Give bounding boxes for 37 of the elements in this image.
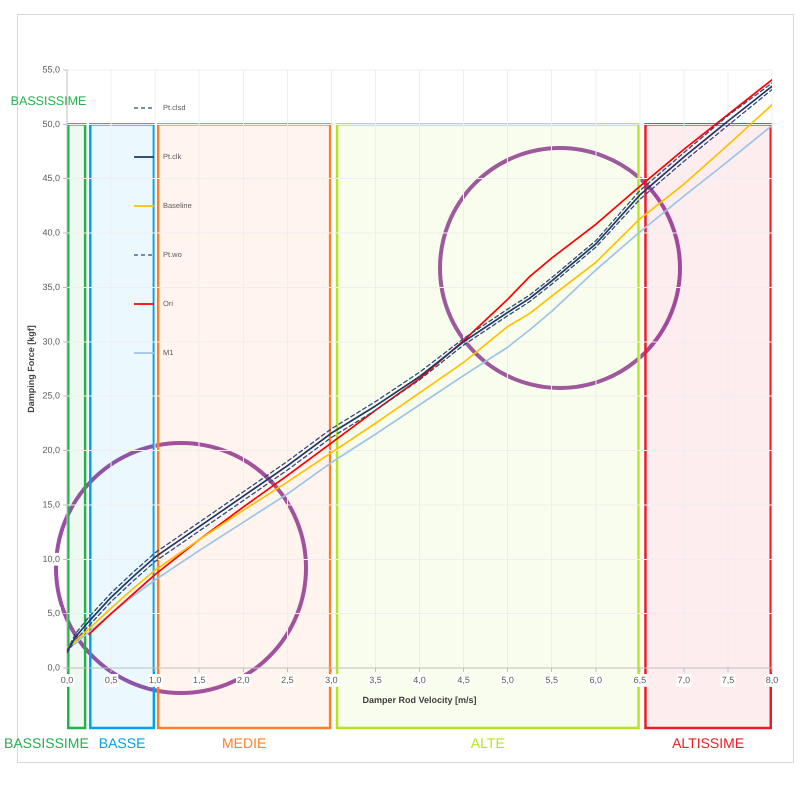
y-tick-label: 30,0 (42, 336, 60, 346)
band-label: BASSISSIME (4, 734, 89, 751)
x-tick-label: 4,5 (457, 674, 470, 685)
x-tick-label: 8,0 (766, 674, 778, 685)
x-tick-label: 6,5 (634, 674, 646, 685)
y-tick-label: 35,0 (42, 282, 60, 292)
band-label: ALTISSIME (672, 734, 744, 751)
y-tick-label: 15,0 (42, 499, 60, 510)
x-tick-label: 7,0 (678, 674, 690, 685)
y-tick-label: 10,0 (42, 554, 60, 564)
annotation: BASSISSIME (10, 94, 86, 108)
x-tick-label: 2,5 (281, 674, 294, 685)
x-tick-label: 2,0 (236, 674, 250, 685)
x-tick-label: 1,5 (192, 674, 206, 685)
y-tick-label: 40,0 (42, 228, 60, 238)
x-tick-label: 0,5 (104, 674, 118, 685)
x-tick-label: 6,0 (589, 674, 602, 685)
x-tick-label: 3,5 (369, 674, 382, 685)
x-axis-title: Damper Rod Velocity [m/s] (362, 695, 477, 706)
x-tick-label: 5,5 (545, 674, 558, 685)
y-tick-label: 45,0 (42, 173, 60, 184)
y-tick-label: 25,0 (42, 390, 60, 401)
band-label: ALTE (470, 734, 505, 751)
x-tick-label: 0,0 (60, 674, 74, 685)
y-tick-label: 50,0 (42, 118, 60, 129)
y-axis-title: Damping Force [kgf] (26, 325, 36, 413)
y-tick-label: 55,0 (42, 64, 60, 74)
x-tick-label: 7,5 (722, 674, 734, 685)
x-tick-label: 3,0 (325, 674, 338, 685)
y-tick-label: 5,0 (47, 608, 60, 618)
y-tick-label: 0,0 (47, 662, 60, 672)
x-tick-label: 4,0 (413, 674, 426, 685)
band-label: MEDIE (222, 734, 266, 751)
y-tick-label: 20,0 (42, 445, 60, 456)
x-tick-label: 5,0 (501, 674, 514, 685)
band-label: BASSE (98, 734, 146, 751)
x-tick-label: 1,0 (148, 674, 162, 685)
